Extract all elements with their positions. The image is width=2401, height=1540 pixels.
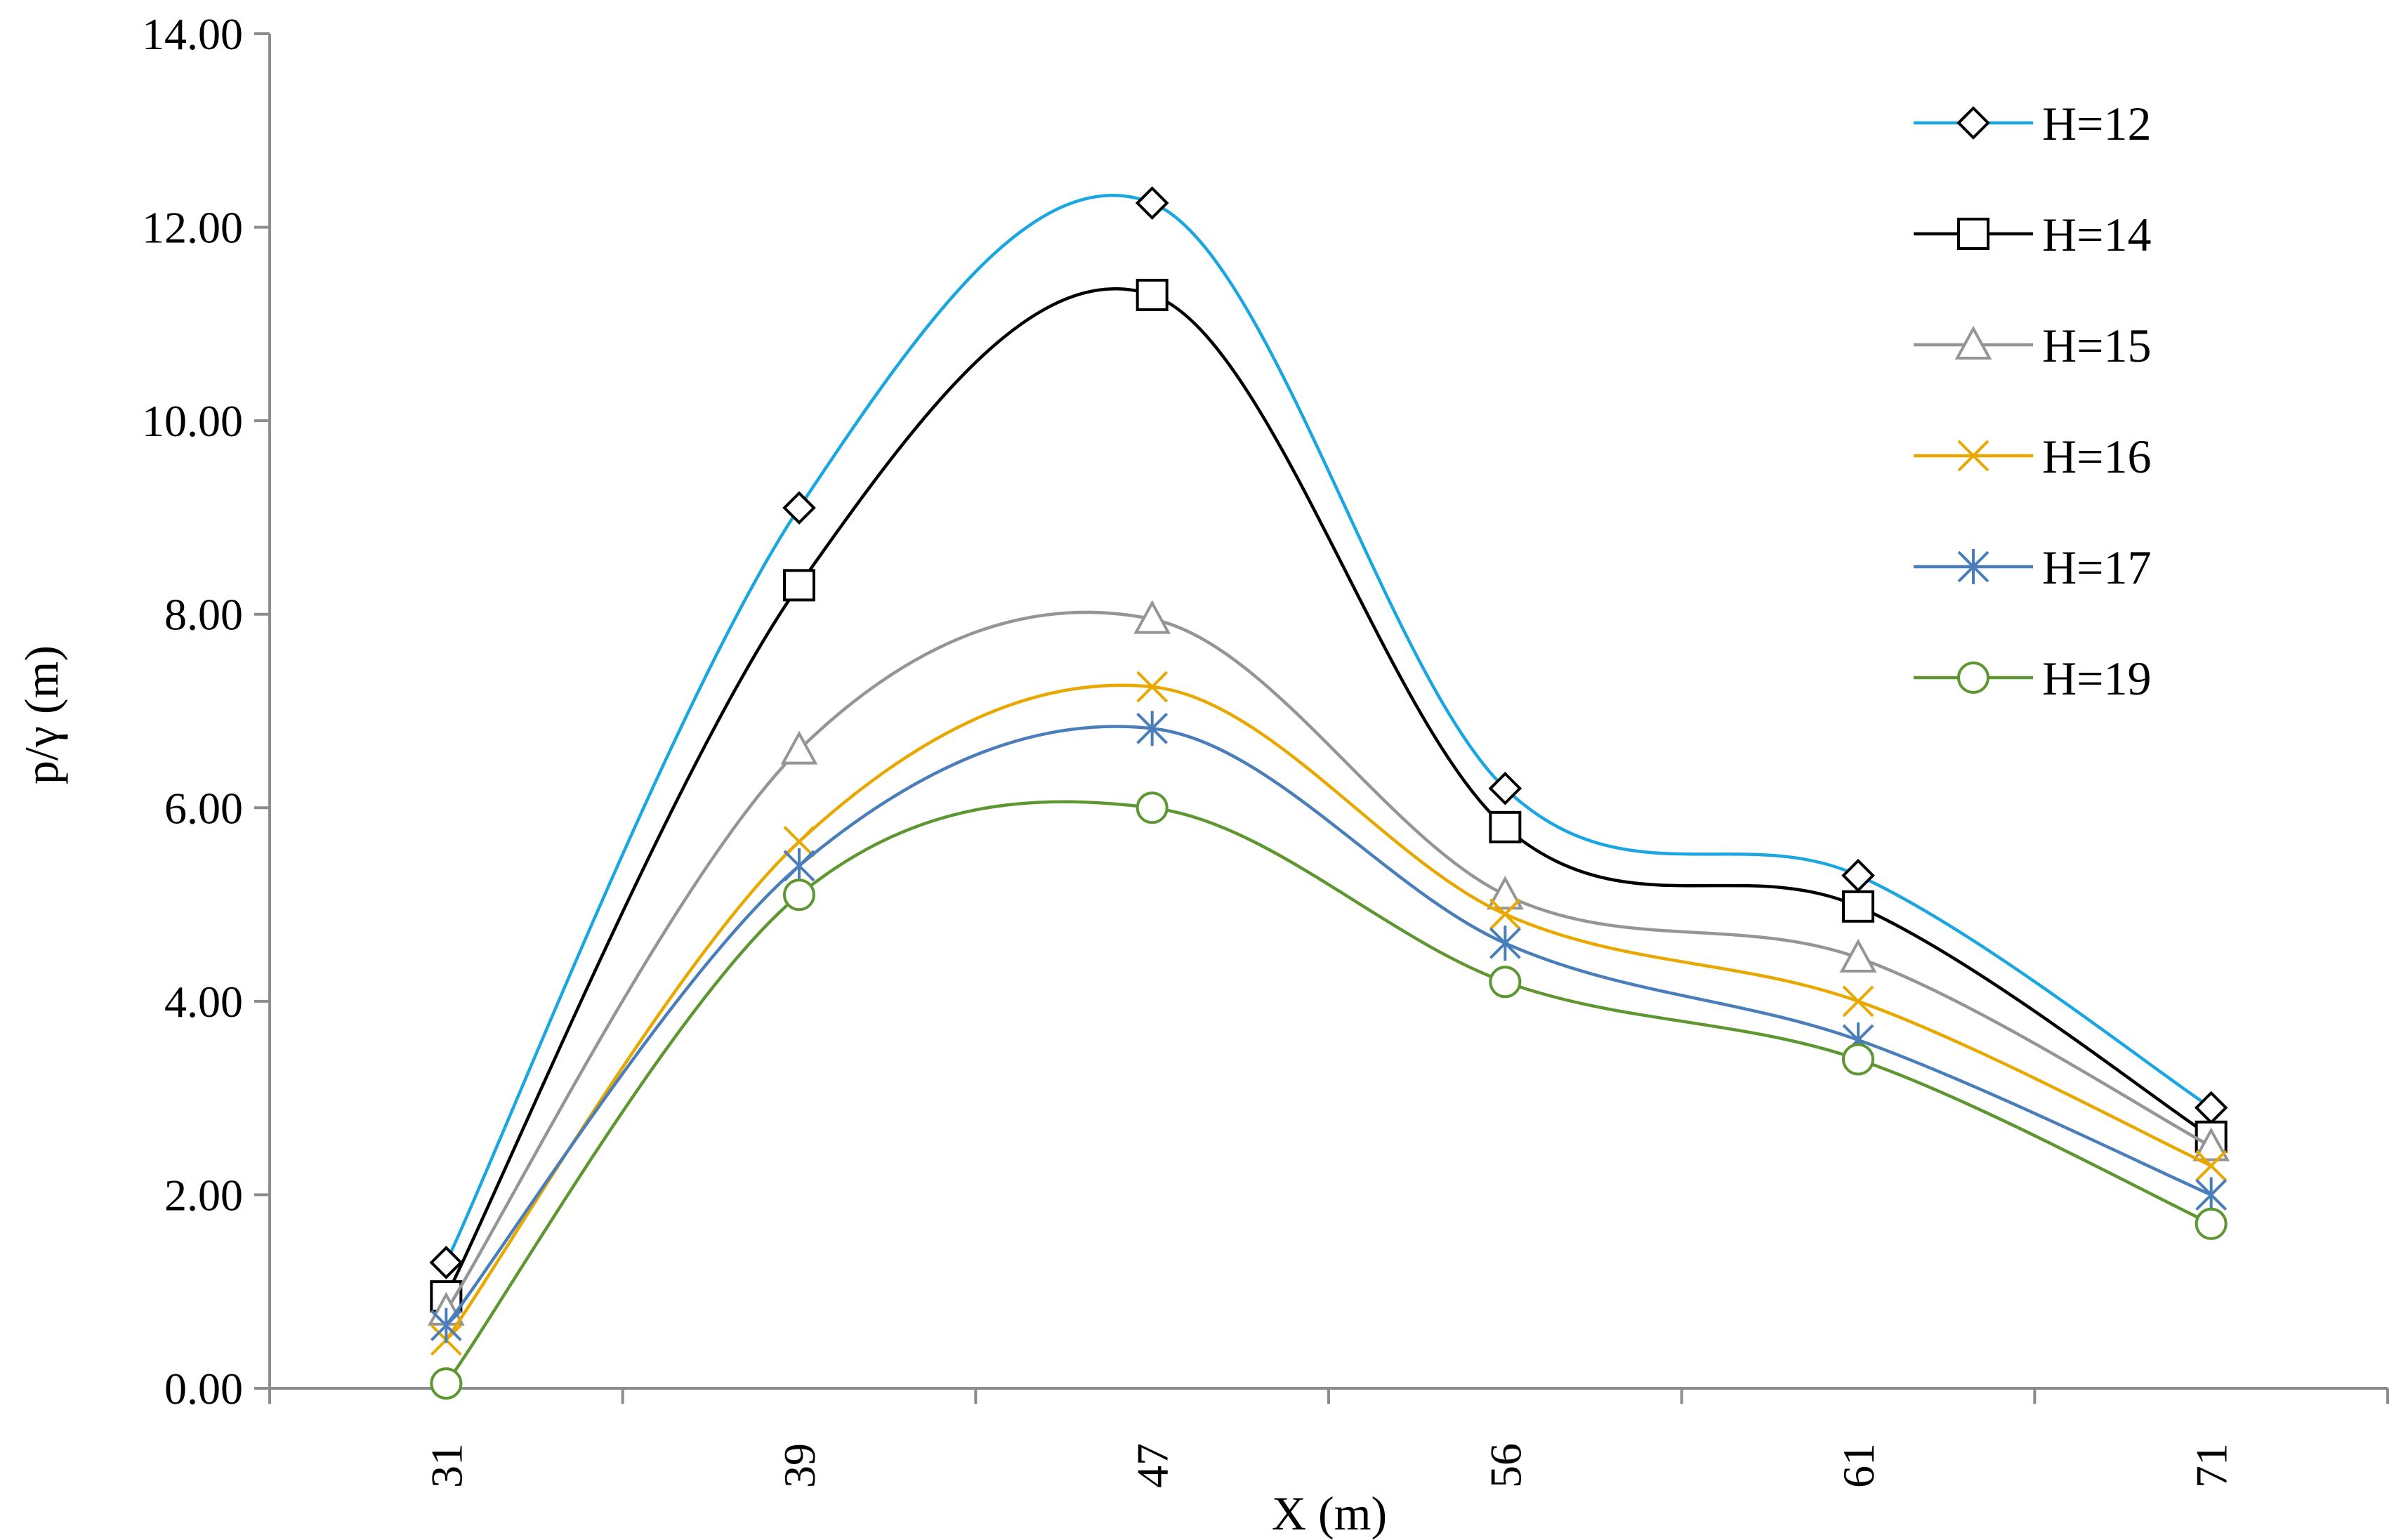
legend-item: H=15 [1914,319,2151,372]
series-h-16 [430,671,2228,1356]
tick-labels: 0.00 2.00 4.00 6.00 8.00 10.00 12.00 14.00 31 39 4… [142,9,2237,1488]
y-tick-label: 8.00 [164,590,243,640]
x-axis-title: X (m) [1272,1487,1387,1540]
axes [254,32,2389,1404]
x-tick-label: 61 [1834,1443,1883,1488]
data-point-marker [1488,771,1522,805]
data-point-marker [1489,810,1522,843]
series-line [445,287,2212,1298]
data-point-marker [1842,985,1874,1018]
marker-stroke [1957,440,1989,472]
legend-marker [1954,325,1992,360]
legend-marker [1957,440,1989,472]
x-tick-label: 56 [1480,1443,1530,1488]
data-point-marker [1136,791,1169,824]
legend-marker [1957,662,1989,694]
data-point-marker [783,569,815,602]
data-point-marker [2195,1177,2228,1213]
data-point-marker [430,1308,462,1343]
data-point-marker [782,491,816,525]
legend-item: H=17 [1914,541,2151,594]
data-point-marker [1136,279,1169,312]
series-h-12 [429,186,2228,1279]
data-point-marker [1136,671,1169,703]
data-point-marker [1842,1043,1874,1076]
y-tick-label: 2.00 [164,1170,243,1220]
data-point-marker [2194,1091,2228,1125]
data-point-marker [783,878,815,912]
data-point-marker [1841,858,1875,893]
y-tick-label: 14.00 [142,9,243,59]
y-tick-label: 12.00 [142,203,243,253]
x-tick-label: 31 [421,1443,471,1488]
x-tick-label: 71 [2187,1443,2237,1488]
marker-stroke [783,826,815,857]
legend: H=12 H=14 H=15 H=16 H=17 H=19 [1914,97,2151,705]
marker-stroke [1136,671,1169,703]
series-line [445,683,2212,1341]
series-group [427,186,2230,1400]
data-point-marker [2195,1207,2228,1240]
data-point-marker [1489,926,1521,961]
data-point-marker [1135,186,1169,220]
y-tick-label: 0.00 [164,1364,243,1414]
marker-stroke [1489,898,1521,930]
y-tick-label: 4.00 [164,977,243,1027]
legend-label: H=14 [2042,208,2151,261]
data-point-marker [1842,890,1874,923]
series-line [445,725,2212,1327]
series-h-14 [430,279,2228,1313]
legend-label: H=12 [2042,97,2151,150]
series-line [445,800,2212,1385]
legend-marker [1957,549,1989,584]
data-point-marker [2192,1127,2230,1161]
data-point-marker [1839,938,1877,973]
series-line [445,610,2212,1312]
legend-item: H=16 [1914,430,2151,483]
data-point-marker [1489,898,1521,930]
marker-stroke [1842,985,1874,1018]
data-point-marker [2195,1150,2228,1182]
data-point-marker [1486,876,1524,910]
data-point-marker [783,848,815,883]
legend-marker [1956,106,1990,140]
series-h-17 [430,711,2228,1343]
y-axis-title: p/γ (m) [15,645,68,784]
data-point-marker [429,1246,463,1279]
series-h-19 [430,791,2228,1400]
data-point-marker [1489,966,1522,999]
y-tick-label: 6.00 [164,783,243,833]
legend-item: H=12 [1914,97,2151,150]
x-tick-label: 39 [775,1443,824,1488]
legend-label: H=16 [2042,430,2151,483]
series-h-15 [427,600,2230,1326]
y-tick-label: 10.00 [142,396,243,446]
data-point-marker [780,730,818,765]
legend-item: H=19 [1914,652,2151,705]
data-point-marker [1136,711,1169,746]
series-line [445,193,2212,1263]
x-tick-label: 47 [1128,1443,1178,1488]
legend-label: H=19 [2042,652,2151,705]
legend-marker [1957,218,1989,250]
marker-stroke [2195,1150,2228,1182]
legend-label: H=15 [2042,319,2151,372]
data-point-marker [783,826,815,857]
legend-item: H=14 [1914,208,2151,261]
data-point-marker [1133,600,1171,634]
data-point-marker [430,1367,463,1400]
legend-label: H=17 [2042,541,2151,594]
